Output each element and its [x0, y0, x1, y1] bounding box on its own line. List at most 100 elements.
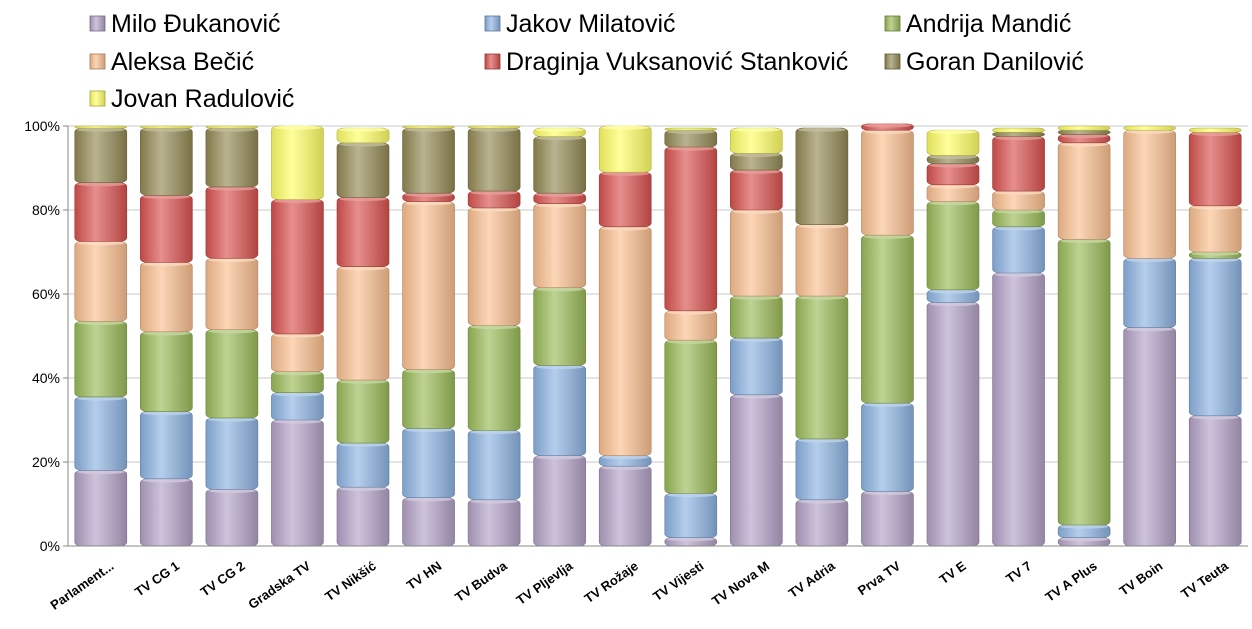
bar-segment-aleksa-becic: [664, 310, 718, 341]
bar-column-gradska-tv: [271, 125, 324, 547]
bar-segment-draginja-vuksanovic-stankovic: [336, 196, 390, 267]
legend-swatch: [484, 15, 501, 32]
bar-segment-andrija-mandic: [271, 371, 324, 394]
bar-column-tv-niksic: [336, 127, 390, 547]
bar-segment-draginja-vuksanovic-stankovic: [730, 169, 783, 211]
legend-label: Milo Đukanović: [111, 10, 281, 38]
bar-segment-draginja-vuksanovic-stankovic: [402, 192, 455, 202]
x-tick-label: Parlament...: [48, 558, 117, 613]
legend-swatch: [89, 15, 106, 32]
x-tick-label: TV HN: [404, 558, 445, 593]
bar-segment-jovan-radulovic: [467, 125, 521, 129]
bar-segment-jakov-milatovic: [861, 402, 914, 492]
bar-segment-jovan-radulovic: [730, 127, 783, 154]
legend-swatch: [884, 53, 901, 70]
bar-segment-goran-danilovic: [205, 127, 259, 188]
x-tick-label: Prva TV: [855, 558, 904, 598]
bar-segment-milo-dukanovic: [467, 499, 521, 547]
bar-segment-jovan-radulovic: [664, 127, 718, 131]
bar-segment-goran-danilovic: [926, 154, 980, 165]
bar-segment-aleksa-becic: [1057, 142, 1111, 240]
bar-segment-andrija-mandic: [336, 379, 390, 444]
bar-segment-goran-danilovic: [664, 129, 718, 148]
bar-segment-andrija-mandic: [1057, 238, 1111, 526]
bar-segment-milo-dukanovic: [205, 488, 259, 547]
bar-column-tv-rozaje: [598, 125, 652, 547]
bar-segment-milo-dukanovic: [730, 394, 783, 547]
legend-swatch: [884, 15, 901, 32]
x-tick-label: TV Nova M: [709, 558, 772, 608]
bar-segment-jovan-radulovic: [1057, 125, 1111, 131]
y-tick-label: 20%: [32, 454, 60, 470]
bar-segment-jakov-milatovic: [205, 417, 259, 490]
bar-segment-jakov-milatovic: [664, 492, 718, 538]
x-tick-label: TV Nikšić: [322, 558, 379, 604]
bar-column-tv-teuta: [1188, 127, 1242, 547]
legend-item-goran-danilovic: Goran Danilović: [884, 48, 1084, 76]
bar-segment-milo-dukanovic: [926, 301, 980, 547]
bar-segment-goran-danilovic: [74, 127, 128, 184]
bar-segment-goran-danilovic: [730, 152, 783, 171]
bar-segment-jakov-milatovic: [140, 410, 193, 480]
bar-segment-jakov-milatovic: [74, 396, 128, 471]
bar-segment-jakov-milatovic: [1057, 524, 1111, 538]
legend-label: Jovan Radulović: [111, 85, 294, 113]
bar-column-tv-cg-1: [140, 125, 193, 547]
bar-segment-aleksa-becic: [74, 240, 128, 322]
bar-segment-draginja-vuksanovic-stankovic: [533, 192, 586, 204]
x-tick-label: TV Rožaje: [581, 558, 640, 606]
bar-segment-goran-danilovic: [1057, 129, 1111, 135]
bar-segment-milo-dukanovic: [74, 469, 128, 547]
x-tick-label: TV Boin: [1117, 558, 1166, 598]
bar-segment-goran-danilovic: [402, 127, 455, 194]
legend-label: Aleksa Bečić: [111, 48, 254, 76]
bar-column-tv-a-plus: [1057, 125, 1111, 547]
bar-segment-goran-danilovic: [467, 127, 521, 192]
bar-segment-andrija-mandic: [467, 324, 521, 431]
bar-segment-draginja-vuksanovic-stankovic: [926, 163, 980, 186]
bar-segment-milo-dukanovic: [336, 486, 390, 547]
bar-segment-milo-dukanovic: [271, 419, 324, 547]
bar-column-tv-7: [992, 127, 1045, 547]
bar-segment-jakov-milatovic: [730, 337, 783, 396]
bar-segment-andrija-mandic: [992, 209, 1045, 228]
bar-column-tv-hn: [402, 125, 455, 547]
x-tick-label: TV Adria: [786, 558, 839, 601]
x-tick-label: TV Budva: [452, 558, 510, 605]
bar-segment-jakov-milatovic: [992, 226, 1045, 274]
legend-label: Draginja Vuksanović Stanković: [506, 48, 848, 76]
y-tick-label: 100%: [24, 118, 60, 134]
legend-label: Andrija Mandić: [906, 10, 1071, 38]
bar-segment-jovan-radulovic: [533, 127, 586, 137]
x-tick-label: TV Vijesti: [650, 558, 706, 604]
bar-segment-jovan-radulovic: [74, 125, 128, 129]
bar-segment-jovan-radulovic: [336, 127, 390, 144]
bar-segment-aleksa-becic: [140, 261, 193, 333]
legend-swatch: [89, 90, 106, 107]
bar-segment-jakov-milatovic: [533, 364, 586, 456]
bar-segment-goran-danilovic: [140, 127, 193, 196]
bar-segment-draginja-vuksanovic-stankovic: [861, 123, 914, 131]
bar-column-parlament: [74, 125, 128, 547]
bar-segment-milo-dukanovic: [598, 465, 652, 547]
bar-segment-draginja-vuksanovic-stankovic: [1188, 131, 1242, 207]
legend-item-milo-dukanovic: Milo Đukanović: [89, 10, 281, 38]
bar-segment-draginja-vuksanovic-stankovic: [992, 135, 1045, 192]
y-tick-label: 60%: [32, 286, 60, 302]
y-tick-label: 0%: [40, 538, 60, 554]
y-axis: 0% 20% 40% 60% 80% 100%: [24, 118, 69, 554]
bar-segment-aleksa-becic: [1188, 205, 1242, 253]
x-tick-label: Gradska TV: [245, 558, 313, 612]
bar-segment-draginja-vuksanovic-stankovic: [664, 146, 718, 312]
legend: Milo Đukanović Jakov Milatović Andrija Man…: [89, 10, 1084, 113]
bar-segment-aleksa-becic: [336, 266, 390, 381]
x-tick-label: TV Pljevlja: [514, 558, 577, 608]
bar-segment-andrija-mandic: [926, 200, 980, 291]
bar-segment-jakov-milatovic: [598, 455, 652, 467]
bar-segment-milo-dukanovic: [992, 272, 1045, 547]
bar-segment-milo-dukanovic: [1123, 326, 1176, 547]
bar-segment-aleksa-becic: [861, 129, 914, 236]
bar-segment-jakov-milatovic: [1123, 257, 1176, 328]
bar-segment-aleksa-becic: [205, 257, 259, 330]
